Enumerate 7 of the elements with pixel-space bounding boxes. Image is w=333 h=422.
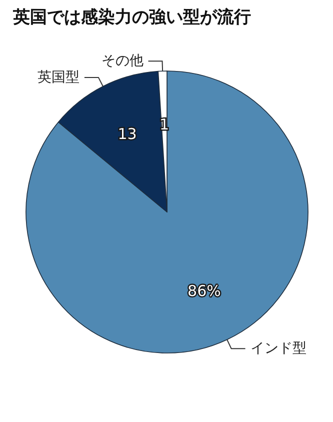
data-label: 1 <box>159 116 170 134</box>
data-label: 13 <box>118 125 137 144</box>
chart-title: 英国では感染力の強い型が流行 <box>12 8 251 28</box>
slice-label: 英国型 <box>37 69 80 86</box>
slice-label: その他 <box>101 53 144 70</box>
slice-label: インド型 <box>250 340 306 357</box>
data-label: 86% <box>188 282 221 300</box>
